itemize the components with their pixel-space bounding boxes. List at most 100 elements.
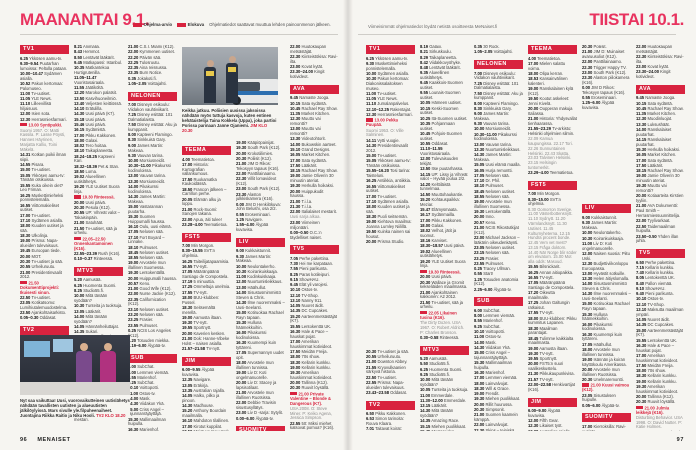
program-time: 19.00: [636, 378, 647, 384]
program-entry: 17.50 Maistuva New York.: [182, 429, 231, 431]
program-entry: 16.17 Sydänmailla.: [420, 212, 456, 218]
program-time: 13.05: [74, 308, 85, 314]
program-time: 20.57: [474, 219, 485, 225]
program-entry: 16.55 Viittomakieliset uutiset.: [20, 202, 60, 213]
channel-header-tv5: TV5: [290, 245, 339, 255]
program-entry: 22.00 Panttilainaamo.: [582, 59, 623, 65]
program-time: 12.00: [420, 156, 431, 162]
program-entry: 8.30–15.55 SVT:n ohjelmia.: [182, 248, 215, 259]
program-time: 13.00: [582, 270, 593, 276]
program-entry: 14.31 Kotkan poikii ilman siipii.: [20, 151, 67, 162]
program-entry: 21.00 C.S.I. Miami (K12).: [128, 45, 175, 49]
program-entry: 18.16 Karviset.: [420, 238, 448, 244]
listing-column: 22.00 Huutokaupan metsästäjät. 22.30 Kiin…: [636, 45, 685, 431]
program-time: 12.30: [290, 116, 301, 122]
program-entry: 14.00 Mitä tänään syödään?: [74, 313, 108, 324]
program-time: 10.30: [366, 76, 377, 82]
program-time: 14.35: [74, 329, 85, 335]
program-time: 14.00: [290, 141, 301, 147]
program-time: 11.35: [290, 111, 301, 117]
program-time: 20.30: [290, 385, 301, 391]
program-entry: 13.00 Syntipukki.: [20, 122, 69, 128]
page-title-monday: MAANANTAI 9.1.: [20, 10, 150, 29]
program-time: 12.10–12.25: [366, 106, 390, 112]
program-entry: 16.55 TV-nytt.: [528, 274, 554, 280]
program-entry: 9.00 Kukkaistunnit.: [236, 248, 271, 254]
program-time: 21.00: [366, 359, 377, 365]
program-time: 10.10: [290, 287, 301, 293]
program-time: 19.00: [182, 314, 193, 320]
program-time: 18.00: [290, 354, 301, 360]
program-time: 20.30: [582, 45, 593, 49]
program-entry: 10.52 Pakun kertomaa: Palomuseo.: [20, 80, 63, 91]
program-detail: The Dirty Dozen. USA 1967. O: Robert Ald…: [420, 320, 465, 335]
program-entry: 20.30 Poliisit (K12).: [236, 155, 272, 161]
program-entry: 20.00 Liv D: Stacey ja lapsisotilaat.: [236, 380, 277, 390]
program-time: 20.55: [74, 210, 85, 216]
program-entry: 22.00 Nurse Jackie (K12).: [128, 291, 176, 297]
program-time: 23.50–0.50: [636, 233, 657, 239]
program-time: 21.00: [290, 198, 301, 204]
program-time: 7.00: [474, 70, 483, 76]
program-time: 9.25: [420, 371, 429, 377]
program-entry: 20.00 MOT.: [20, 253, 42, 259]
program-time: 20.30: [474, 407, 485, 412]
program-time: 15.55: [528, 264, 539, 270]
program-entry: 20.00 FST5:n suuri vaalikeskustelu.: [528, 361, 564, 372]
program-entry: 20.55 Urheiluruutu.: [20, 264, 56, 270]
program-entry: 9.30 Vauvan tarina.: [474, 121, 510, 127]
program-entry: 8.05 Lentokenttä UK.: [636, 275, 675, 281]
program-entry: 20.30 Ruuvit löysällä.: [290, 385, 330, 391]
program-time: 7.01: [366, 426, 375, 431]
program-time: 0.55: [582, 95, 591, 101]
program-time: 8.55: [128, 374, 137, 380]
program-entry: 0.35 30 Rock.: [474, 45, 500, 49]
program-time: 18.00: [636, 368, 647, 374]
program-time: 21.57–21.58: [182, 346, 206, 352]
program-time: 1.05–2.05: [128, 80, 147, 86]
program-time: 11.00: [20, 90, 31, 96]
program-entry: 20.00 Uusi päivä.: [420, 274, 453, 280]
program-time: 16.10: [128, 224, 139, 229]
program-time: 8.55: [474, 318, 483, 324]
program-time: 23.50: [20, 310, 31, 316]
program-time: 14.30: [420, 408, 431, 414]
program-time: 11.00: [236, 274, 247, 280]
program-time: 15.15: [420, 423, 431, 429]
program-time: 18.00: [74, 137, 85, 143]
program-entry: 20.30 Wallace ja Gromit kekseliäiden maa…: [420, 279, 468, 290]
program-time: 19.00: [582, 356, 593, 362]
program-entry: 0.00 JIM D Henkilökuva: John Belushi, os…: [236, 201, 281, 212]
program-time: 20.00: [290, 188, 301, 194]
program-entry: 10.30 Tunteita ja tuoksuja.: [74, 303, 123, 309]
program-time: 22.00: [290, 209, 301, 215]
program-entry: 7.01 Taitavat koirat: Luotsikoira Hani.: [366, 426, 402, 431]
program-time: 6.50: [636, 259, 645, 265]
program-time: 13.15: [420, 403, 431, 409]
program-time: 10.00–10.47: [20, 70, 44, 76]
program-time: 2.25–6.00: [474, 286, 493, 292]
program-time: 20.55: [20, 264, 31, 270]
program-time: 17.55: [182, 289, 193, 295]
program-entry: 19.20 YLE Uutiset Suora linja.: [420, 258, 466, 269]
program-time: 15.30: [582, 311, 593, 317]
program-entry: 12.30 Likaiset työt.: [528, 423, 563, 429]
program-time: 6.00: [128, 364, 137, 370]
program-time: 0.35: [128, 75, 137, 81]
channel-header-liv: LIV: [582, 204, 631, 214]
program-entry: 6.00 SubChat.: [474, 307, 501, 313]
program-time: 17.05: [528, 280, 539, 286]
program-time: 17.00: [474, 375, 485, 381]
program-entry: 15.05 Ykkösen aamu-tv: Tänään otsikoissa…: [366, 158, 411, 168]
program-entry: 8.25 Paras kotileipuri.: [290, 271, 330, 277]
program-entry: 11.05 YLE News.: [366, 96, 398, 102]
program-entry: 23.30 Alaston piilokamera (K16).: [582, 75, 630, 85]
program-entry: 9.30 Vauvan tarina.: [128, 152, 164, 158]
program-entry: 10.00 Sydämen asialla.: [366, 70, 410, 76]
program-time: 17.25: [182, 284, 193, 290]
program-entry: 16.05 Hurja remontti.: [474, 167, 513, 173]
program-time: 22.55: [290, 420, 301, 426]
program-time: 6.25: [74, 282, 83, 288]
program-entry: 18.45 Tulimme kaikkialta maailmasta.: [528, 335, 574, 346]
program-entry: 16.55 Viittomakieliset uutiset.: [366, 183, 406, 194]
